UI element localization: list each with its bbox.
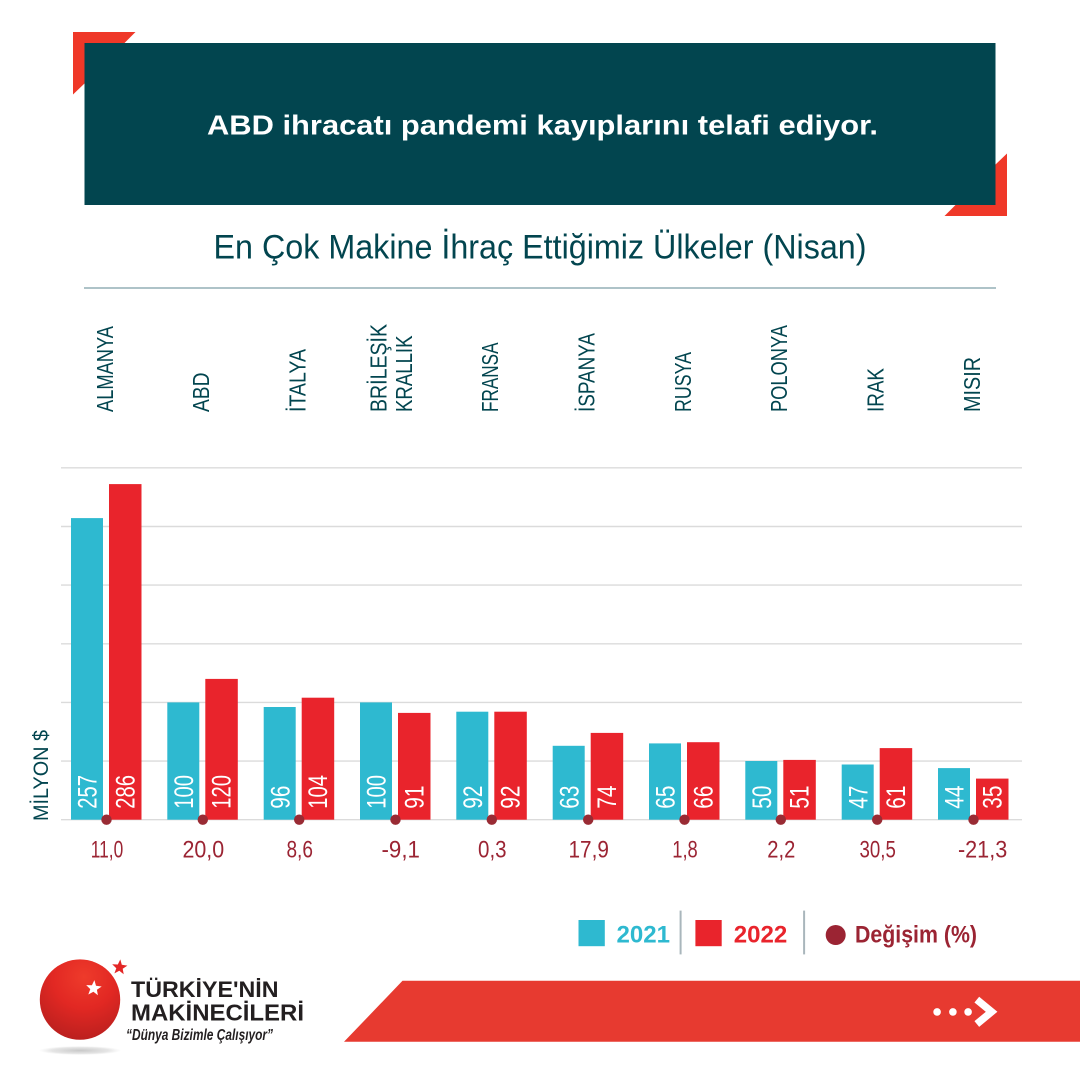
svg-text:44: 44	[940, 786, 970, 809]
svg-text:Değişim (%): Değişim (%)	[855, 922, 977, 949]
svg-text:BRİLEŞİK: BRİLEŞİK	[366, 324, 392, 412]
svg-text:En Çok Makine İhraç Ettiğimiz: En Çok Makine İhraç Ettiğimiz Ülkeler (N…	[214, 229, 867, 267]
svg-text:ALMANYA: ALMANYA	[92, 326, 118, 412]
svg-text:IRAK: IRAK	[863, 368, 889, 412]
svg-text:1,8: 1,8	[672, 837, 698, 864]
svg-text:92: 92	[496, 786, 526, 809]
svg-text:100: 100	[169, 775, 199, 809]
svg-text:35: 35	[977, 786, 1007, 809]
svg-text:MAKİNECİLERİ: MAKİNECİLERİ	[131, 1000, 304, 1026]
svg-text:POLONYA: POLONYA	[766, 325, 792, 412]
svg-text:TÜRKİYE'NİN: TÜRKİYE'NİN	[131, 977, 279, 1002]
svg-text:257: 257	[73, 775, 103, 809]
svg-text:MISIR: MISIR	[959, 357, 985, 412]
svg-text:120: 120	[207, 775, 237, 809]
svg-text:47: 47	[843, 786, 873, 809]
svg-text:RUSYA: RUSYA	[670, 352, 696, 412]
svg-text:ABD: ABD	[188, 373, 214, 413]
svg-text:-21,3: -21,3	[958, 837, 1007, 864]
svg-text:286: 286	[110, 775, 140, 809]
svg-text:MİLYON $: MİLYON $	[30, 730, 53, 821]
svg-text:50: 50	[747, 786, 777, 809]
svg-text:51: 51	[785, 786, 815, 809]
svg-text:63: 63	[554, 786, 584, 809]
svg-text:66: 66	[688, 786, 718, 809]
svg-text:0,3: 0,3	[478, 837, 507, 864]
svg-text:17,9: 17,9	[569, 837, 609, 864]
svg-text:ABD ihracatı pandemi kayıpları: ABD ihracatı pandemi kayıplarını telafi …	[207, 109, 878, 140]
svg-text:11,0: 11,0	[91, 837, 123, 864]
svg-text:91: 91	[399, 786, 429, 809]
svg-text:“Dünya Bizimle Çalışıyor”: “Dünya Bizimle Çalışıyor”	[126, 1027, 273, 1044]
svg-text:100: 100	[362, 775, 392, 809]
svg-text:74: 74	[592, 786, 622, 809]
svg-text:61: 61	[881, 786, 911, 809]
svg-text:8,6: 8,6	[286, 837, 313, 864]
svg-text:İSPANYA: İSPANYA	[574, 333, 600, 412]
svg-text:2022: 2022	[734, 922, 788, 949]
svg-text:2,2: 2,2	[767, 837, 795, 864]
svg-text:-9,1: -9,1	[382, 837, 420, 864]
svg-text:KRALLIK: KRALLIK	[391, 335, 417, 412]
svg-text:30,5: 30,5	[860, 837, 896, 864]
svg-text:92: 92	[458, 786, 488, 809]
svg-text:20,0: 20,0	[182, 837, 224, 864]
svg-text:2021: 2021	[617, 922, 671, 949]
svg-text:65: 65	[651, 786, 681, 809]
svg-text:İTALYA: İTALYA	[285, 349, 311, 412]
svg-text:FRANSA: FRANSA	[477, 342, 503, 412]
svg-text:104: 104	[303, 775, 333, 809]
svg-text:96: 96	[265, 786, 295, 809]
